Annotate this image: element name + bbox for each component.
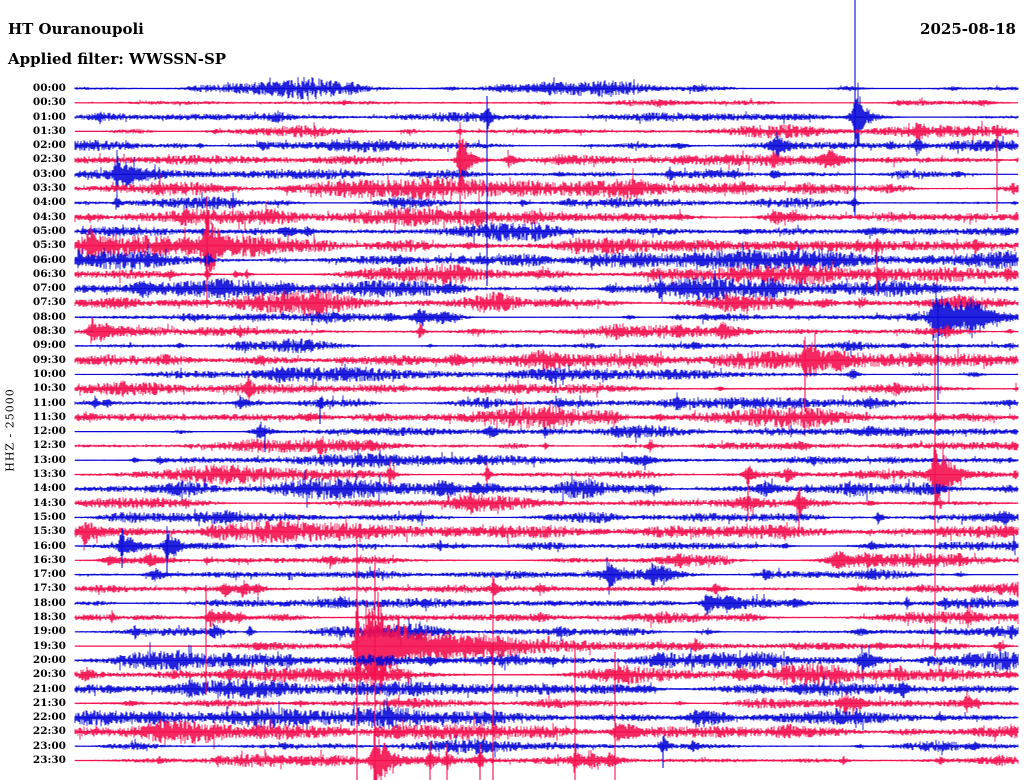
time-label: 16:30 bbox=[32, 553, 66, 566]
trace-row bbox=[74, 82, 1019, 148]
time-label: 20:00 bbox=[32, 653, 66, 666]
time-label: 06:30 bbox=[32, 267, 66, 280]
trace-row bbox=[74, 392, 1019, 411]
trace-row bbox=[74, 338, 1019, 357]
time-label: 18:30 bbox=[32, 611, 66, 624]
time-label: 17:30 bbox=[32, 582, 66, 595]
time-label: 18:00 bbox=[32, 596, 66, 609]
trace-row bbox=[74, 201, 1019, 235]
time-label: 15:00 bbox=[32, 510, 66, 523]
trace-row bbox=[74, 317, 1019, 344]
trace-row bbox=[74, 590, 1019, 718]
time-label: 02:00 bbox=[32, 139, 66, 152]
time-label: 09:30 bbox=[32, 353, 66, 366]
time-label: 05:00 bbox=[32, 224, 66, 237]
time-label: 07:30 bbox=[32, 296, 66, 309]
time-label: 03:30 bbox=[32, 182, 66, 195]
time-label: 11:00 bbox=[32, 396, 66, 409]
time-label: 12:00 bbox=[32, 425, 66, 438]
record-date: 2025-08-18 bbox=[920, 20, 1016, 38]
time-label: 00:30 bbox=[32, 96, 66, 109]
time-label: 07:00 bbox=[32, 282, 66, 295]
time-label: 02:30 bbox=[32, 153, 66, 166]
trace-row bbox=[74, 594, 1019, 615]
trace-row bbox=[74, 605, 1019, 629]
time-label: 03:00 bbox=[32, 167, 66, 180]
time-label: 14:00 bbox=[32, 482, 66, 495]
time-label: 22:30 bbox=[32, 725, 66, 738]
trace-row bbox=[74, 547, 1019, 569]
time-label: 08:00 bbox=[32, 310, 66, 323]
trace-row bbox=[74, 421, 1019, 443]
time-label: 04:30 bbox=[32, 210, 66, 223]
time-label: 16:00 bbox=[32, 539, 66, 552]
time-label: 19:00 bbox=[32, 625, 66, 638]
trace-row bbox=[74, 284, 1019, 347]
time-label: 20:30 bbox=[32, 668, 66, 681]
time-label: 22:00 bbox=[32, 711, 66, 724]
time-label: 08:30 bbox=[32, 325, 66, 338]
station-title: HT Ouranoupoli bbox=[8, 20, 144, 38]
time-label: 06:00 bbox=[32, 253, 66, 266]
time-label: 10:30 bbox=[32, 382, 66, 395]
time-label: 23:00 bbox=[32, 739, 66, 752]
filter-label: Applied filter: WWSSN-SP bbox=[8, 50, 227, 68]
time-label: 21:30 bbox=[32, 696, 66, 709]
time-label: 19:30 bbox=[32, 639, 66, 652]
time-label: 17:00 bbox=[32, 568, 66, 581]
time-label: 14:30 bbox=[32, 496, 66, 509]
time-label: 01:00 bbox=[32, 110, 66, 123]
trace-row bbox=[74, 716, 1019, 750]
time-label: 01:30 bbox=[32, 124, 66, 137]
trace-row bbox=[74, 191, 1019, 216]
time-label: 10:00 bbox=[32, 367, 66, 380]
time-label: 13:00 bbox=[32, 453, 66, 466]
time-label: 05:30 bbox=[32, 239, 66, 252]
trace-row bbox=[74, 440, 1019, 506]
time-label: 04:00 bbox=[32, 196, 66, 209]
time-label: 21:00 bbox=[32, 682, 66, 695]
trace-row bbox=[74, 331, 1019, 378]
time-label: 00:00 bbox=[32, 82, 66, 94]
time-label: 12:30 bbox=[32, 439, 66, 452]
time-label: 11:30 bbox=[32, 410, 66, 423]
time-label: 13:30 bbox=[32, 468, 66, 481]
time-label: 23:30 bbox=[32, 754, 66, 766]
time-label: 09:00 bbox=[32, 339, 66, 352]
trace-row bbox=[74, 675, 1019, 699]
time-label: 15:30 bbox=[32, 525, 66, 538]
